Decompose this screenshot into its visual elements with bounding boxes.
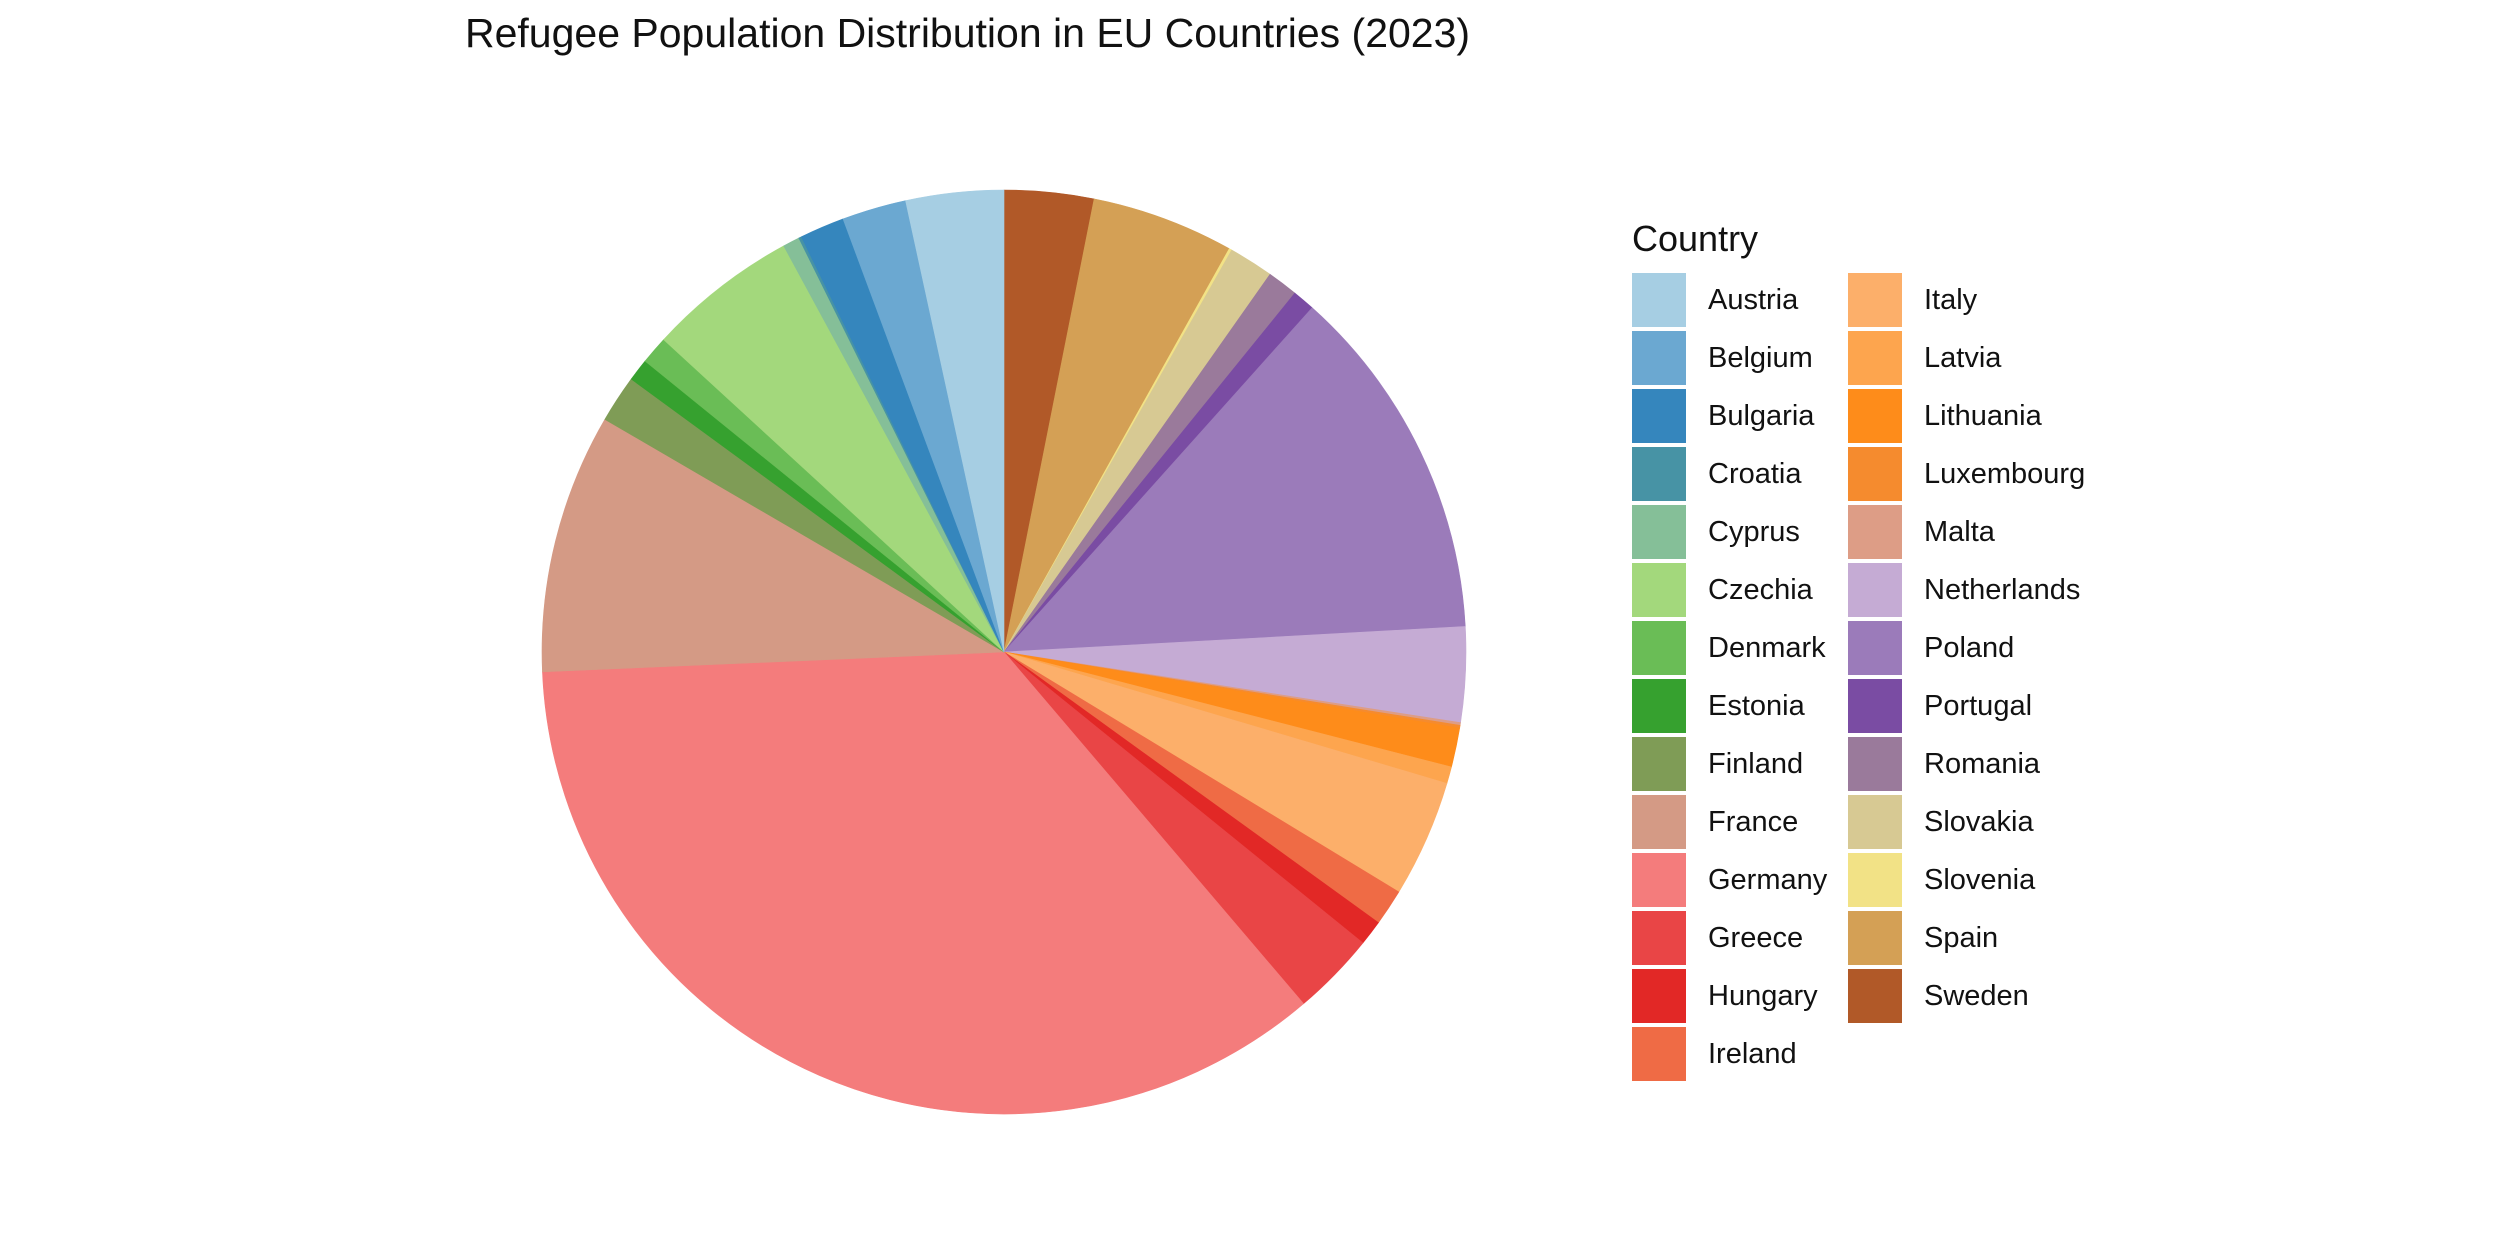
legend-label: Ireland xyxy=(1708,1037,1797,1070)
legend-key-slovakia xyxy=(1848,795,1902,849)
legend-label: Cyprus xyxy=(1708,515,1800,548)
pie-slice-france xyxy=(541,418,1006,673)
legend-key-finland xyxy=(1632,737,1686,791)
legend-key-ireland xyxy=(1632,1027,1686,1081)
legend-item-netherlands: Netherlands xyxy=(1848,562,2080,618)
legend-item-greece: Greece xyxy=(1632,910,1803,966)
legend-item-austria: Austria xyxy=(1632,272,1798,328)
legend-label: Luxembourg xyxy=(1924,457,2086,490)
legend-key-poland xyxy=(1848,621,1902,675)
legend-label: Poland xyxy=(1924,631,2015,664)
legend-item-germany: Germany xyxy=(1632,852,1827,908)
legend-item-romania: Romania xyxy=(1848,736,2040,792)
legend-item-ireland: Ireland xyxy=(1632,1026,1797,1082)
legend-key-hungary xyxy=(1632,969,1686,1023)
legend-label: France xyxy=(1708,805,1799,838)
legend-item-hungary: Hungary xyxy=(1632,968,1818,1024)
legend-item-slovakia: Slovakia xyxy=(1848,794,2034,850)
legend-label: Czechia xyxy=(1708,573,1813,606)
pie-slice-poland xyxy=(1003,307,1466,653)
legend-key-portugal xyxy=(1848,679,1902,733)
legend-label: Malta xyxy=(1924,515,1995,548)
legend-key-france xyxy=(1632,795,1686,849)
legend-item-slovenia: Slovenia xyxy=(1848,852,2035,908)
legend-item-luxembourg: Luxembourg xyxy=(1848,446,2085,502)
pie-slice-austria xyxy=(905,189,1005,653)
legend-label: Estonia xyxy=(1708,689,1805,722)
legend-label: Romania xyxy=(1924,747,2041,780)
legend-key-austria xyxy=(1632,273,1686,327)
chart-title: Refugee Population Distribution in EU Co… xyxy=(465,10,1471,56)
legend-key-belgium xyxy=(1632,331,1686,385)
legend-item-italy: Italy xyxy=(1848,272,1977,328)
legend-label: Hungary xyxy=(1708,979,1818,1012)
legend-key-denmark xyxy=(1632,621,1686,675)
legend-item-belgium: Belgium xyxy=(1632,330,1813,386)
legend-title: Country xyxy=(1632,218,1759,259)
legend-key-luxembourg xyxy=(1848,447,1902,501)
legend-key-romania xyxy=(1848,737,1902,791)
legend-item-czechia: Czechia xyxy=(1632,562,1813,618)
legend-label: Germany xyxy=(1708,863,1828,896)
legend-items: Austria Belgium Bulgaria Croatia Cyprus Czech… xyxy=(1632,272,2332,1092)
legend-key-slovenia xyxy=(1848,853,1902,907)
legend-key-lithuania xyxy=(1848,389,1902,443)
legend-item-france: France xyxy=(1632,794,1798,850)
legend-key-cyprus xyxy=(1632,505,1686,559)
legend-label: Belgium xyxy=(1708,341,1813,374)
legend-label: Greece xyxy=(1708,921,1804,954)
legend-key-greece xyxy=(1632,911,1686,965)
legend-label: Slovakia xyxy=(1924,805,2034,838)
legend-item-spain: Spain xyxy=(1848,910,1998,966)
legend-key-sweden xyxy=(1848,969,1902,1023)
pie-slice-germany xyxy=(542,651,1305,1115)
legend-item-poland: Poland xyxy=(1848,620,2014,676)
legend-label: Slovenia xyxy=(1924,863,2036,896)
legend-key-estonia xyxy=(1632,679,1686,733)
legend-key-germany xyxy=(1632,853,1686,907)
pie-slice-spain xyxy=(1003,198,1230,653)
legend-label: Spain xyxy=(1924,921,1999,954)
legend-label: Lithuania xyxy=(1924,399,2042,432)
legend-item-cyprus: Cyprus xyxy=(1632,504,1800,560)
legend-label: Netherlands xyxy=(1924,573,2081,606)
legend-label: Latvia xyxy=(1924,341,2002,374)
legend-key-netherlands xyxy=(1848,563,1902,617)
legend-label: Italy xyxy=(1924,283,1978,316)
legend-label: Finland xyxy=(1708,747,1804,780)
legend-key-croatia xyxy=(1632,447,1686,501)
legend-item-finland: Finland xyxy=(1632,736,1803,792)
legend-key-spain xyxy=(1848,911,1902,965)
legend-label: Croatia xyxy=(1708,457,1802,490)
legend-item-croatia: Croatia xyxy=(1632,446,1802,502)
legend-item-latvia: Latvia xyxy=(1848,330,2001,386)
legend-label: Denmark xyxy=(1708,631,1826,664)
legend-item-sweden: Sweden xyxy=(1848,968,2029,1024)
legend-label: Portugal xyxy=(1924,689,2033,722)
legend-item-estonia: Estonia xyxy=(1632,678,1805,734)
legend-label: Austria xyxy=(1708,283,1799,316)
legend-key-czechia xyxy=(1632,563,1686,617)
legend-key-italy xyxy=(1848,273,1902,327)
legend-item-portugal: Portugal xyxy=(1848,678,2032,734)
legend-label: Sweden xyxy=(1924,979,2029,1012)
legend-item-lithuania: Lithuania xyxy=(1848,388,2042,444)
legend-key-bulgaria xyxy=(1632,389,1686,443)
legend-item-malta: Malta xyxy=(1848,504,1995,560)
legend-label: Bulgaria xyxy=(1708,399,1815,432)
legend-item-denmark: Denmark xyxy=(1632,620,1826,676)
pie-slices xyxy=(541,189,1467,1115)
legend-key-latvia xyxy=(1848,331,1902,385)
legend-item-bulgaria: Bulgaria xyxy=(1632,388,1814,444)
pie-slice-czechia xyxy=(663,245,1005,653)
legend: Country Austria Belgium Bulgaria Croatia Cyp… xyxy=(1632,218,2332,1092)
legend-key-malta xyxy=(1848,505,1902,559)
